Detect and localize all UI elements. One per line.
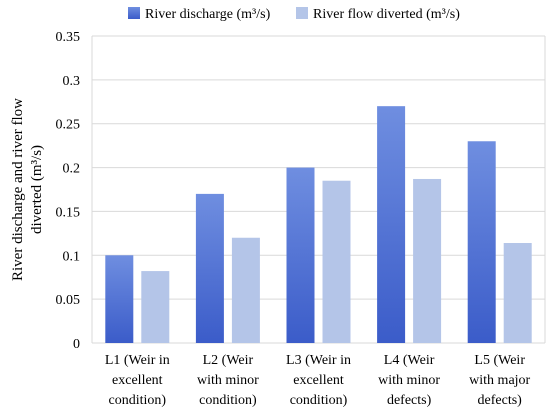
y-axis-label: River discharge and river flow diverted (… (10, 98, 45, 281)
x-tick-label: L1 (Weir in excellent condition) (105, 353, 170, 408)
x-tick-label: L4 (Weir with minor defects) (378, 353, 440, 408)
y-axis-ticks: 0 0.05 0.1 0.15 0.2 0.25 0.3 0.35 (56, 30, 81, 352)
bar-river-flow-diverted (141, 271, 170, 343)
bars (105, 106, 532, 344)
x-axis-ticks: L1 (Weir in excellent condition) L2 (Weir wi… (105, 353, 531, 408)
legend-river-discharge: River discharge (m³/s) (128, 7, 271, 22)
bar-river-flow-diverted (413, 178, 442, 343)
bar-river-flow-diverted (503, 243, 532, 343)
legend-label: River discharge (m³/s) (145, 7, 271, 22)
x-tick-label: L5 (Weir with major defects) (469, 353, 530, 408)
y-tick-label: 0 (73, 337, 80, 352)
bar-river-discharge (105, 255, 134, 343)
bar-river-discharge (286, 167, 315, 343)
y-tick-label: 0.15 (56, 205, 81, 220)
bar-river-discharge (377, 106, 406, 344)
x-tick-label: L2 (Weir with minor condition) (197, 353, 259, 408)
legend-river-flow-diverted: River flow diverted (m³/s) (296, 7, 460, 22)
legend-label: River flow diverted (m³/s) (313, 7, 460, 22)
legend: River discharge (m³/s) River flow diverte… (128, 7, 460, 22)
y-tick-label: 0.35 (56, 30, 81, 45)
bar-river-flow-diverted (231, 237, 260, 343)
y-tick-label: 0.25 (56, 118, 81, 133)
bar-river-discharge (467, 141, 496, 343)
y-tick-label: 0.3 (63, 74, 81, 89)
legend-swatch (128, 7, 140, 19)
y-tick-label: 0.1 (63, 249, 81, 264)
legend-swatch (296, 7, 308, 19)
bar-river-flow-diverted (322, 180, 351, 343)
y-tick-label: 0.2 (63, 162, 81, 177)
bar-river-discharge (195, 193, 224, 343)
x-tick-label: L3 (Weir in excellent condition) (286, 353, 351, 408)
y-tick-label: 0.05 (56, 293, 81, 308)
